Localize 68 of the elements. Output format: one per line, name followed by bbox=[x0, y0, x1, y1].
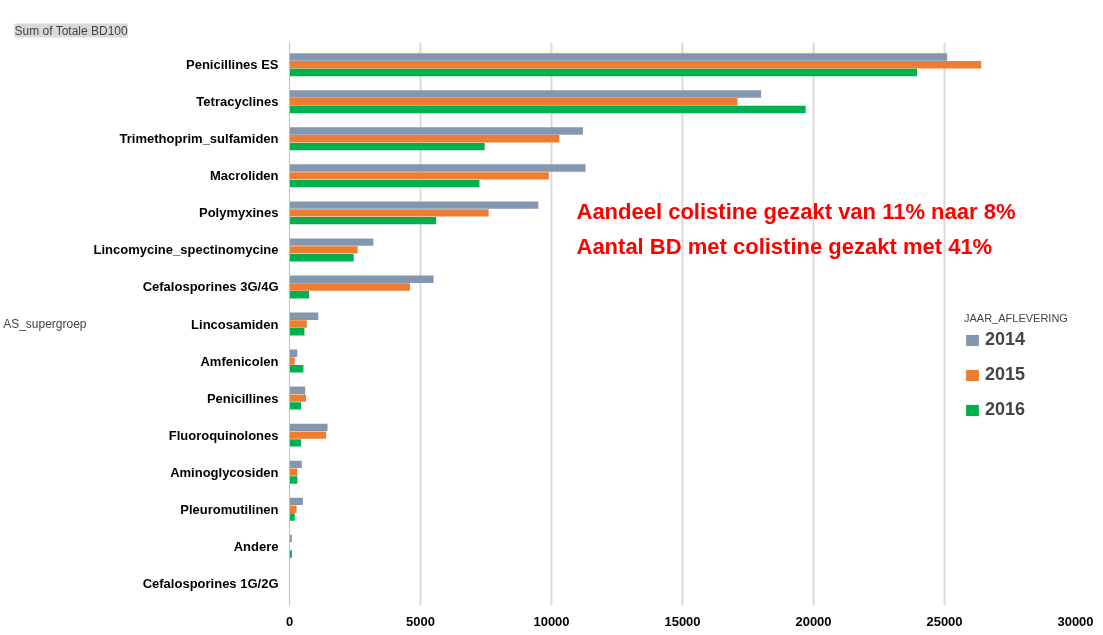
bar bbox=[289, 105, 806, 114]
bar bbox=[289, 468, 298, 476]
bar bbox=[289, 386, 306, 394]
bar bbox=[289, 209, 489, 217]
y-tick-label: Penicillines ES bbox=[186, 57, 279, 73]
bar bbox=[289, 312, 319, 320]
bar bbox=[289, 320, 307, 328]
y-tick-label: Fluoroquinolones bbox=[168, 427, 279, 443]
bar bbox=[289, 127, 583, 135]
x-tick-label: 10000 bbox=[533, 613, 570, 629]
bar bbox=[289, 476, 298, 484]
bar bbox=[289, 179, 480, 188]
legend-label: 2014 bbox=[985, 329, 1026, 350]
bar bbox=[289, 275, 434, 283]
bar bbox=[289, 402, 302, 410]
x-tick-label: 5000 bbox=[406, 613, 435, 629]
y-tick-label: Andere bbox=[233, 538, 279, 554]
y-tick-label: Pleuromutilinen bbox=[180, 501, 279, 517]
bar bbox=[289, 246, 358, 254]
y-tick-label: Cefalosporines 1G/2G bbox=[142, 575, 279, 591]
bar bbox=[289, 283, 411, 291]
y-tick-label: Aminoglycosiden bbox=[170, 464, 279, 480]
legend-title: JAAR_AFLEVERING bbox=[964, 312, 1068, 324]
bar bbox=[289, 439, 302, 447]
bar bbox=[289, 201, 539, 209]
bar bbox=[289, 394, 307, 402]
bar bbox=[289, 291, 310, 299]
bar bbox=[289, 164, 586, 172]
y-tick-label: Penicillines bbox=[206, 390, 279, 406]
x-tick-label: 15000 bbox=[664, 613, 701, 629]
bar bbox=[289, 68, 917, 77]
bar bbox=[289, 505, 297, 513]
y-tick-label: Polymyxines bbox=[199, 205, 279, 221]
y-axis-title: AS_supergroep bbox=[3, 317, 87, 331]
bar bbox=[289, 90, 762, 98]
bar bbox=[289, 497, 303, 506]
y-tick-label: Lincosamiden bbox=[191, 316, 279, 332]
legend-label: 2015 bbox=[985, 364, 1026, 385]
bar bbox=[289, 423, 328, 432]
bar bbox=[289, 238, 374, 246]
bar bbox=[289, 98, 738, 106]
bar bbox=[289, 61, 982, 69]
bar bbox=[289, 254, 354, 262]
bar bbox=[289, 365, 304, 373]
bar bbox=[289, 53, 948, 61]
x-tick-label: 25000 bbox=[926, 613, 963, 629]
x-tick-label: 30000 bbox=[1057, 613, 1094, 629]
bar bbox=[289, 460, 302, 469]
y-tick-label: Lincomycine_spectinomycine bbox=[93, 242, 279, 258]
bar bbox=[289, 550, 292, 558]
bar bbox=[289, 172, 549, 180]
x-tick-label: 0 bbox=[285, 613, 294, 629]
text: Sum of Totale BD100 bbox=[14, 23, 129, 38]
y-tick-label: Cefalosporines 3G/4G bbox=[142, 279, 279, 295]
bar bbox=[289, 357, 295, 365]
annotation: Aantal BD met colistine gezakt met 41% bbox=[576, 233, 993, 259]
y-tick-label: Amfenicolen bbox=[200, 353, 279, 369]
legend-label: 2016 bbox=[985, 399, 1026, 420]
bar bbox=[289, 216, 437, 225]
bar bbox=[289, 135, 560, 143]
y-tick-label: Trimethoprim_sulfamiden bbox=[119, 131, 279, 147]
bar bbox=[289, 513, 295, 521]
y-tick-label: Macroliden bbox=[209, 168, 279, 184]
bar bbox=[289, 142, 485, 151]
y-tick-label: Tetracyclines bbox=[196, 94, 279, 110]
bar bbox=[289, 431, 327, 439]
x-tick-label: 20000 bbox=[795, 613, 832, 629]
annotation: Aandeel colistine gezakt van 11% naar 8% bbox=[576, 198, 1016, 224]
